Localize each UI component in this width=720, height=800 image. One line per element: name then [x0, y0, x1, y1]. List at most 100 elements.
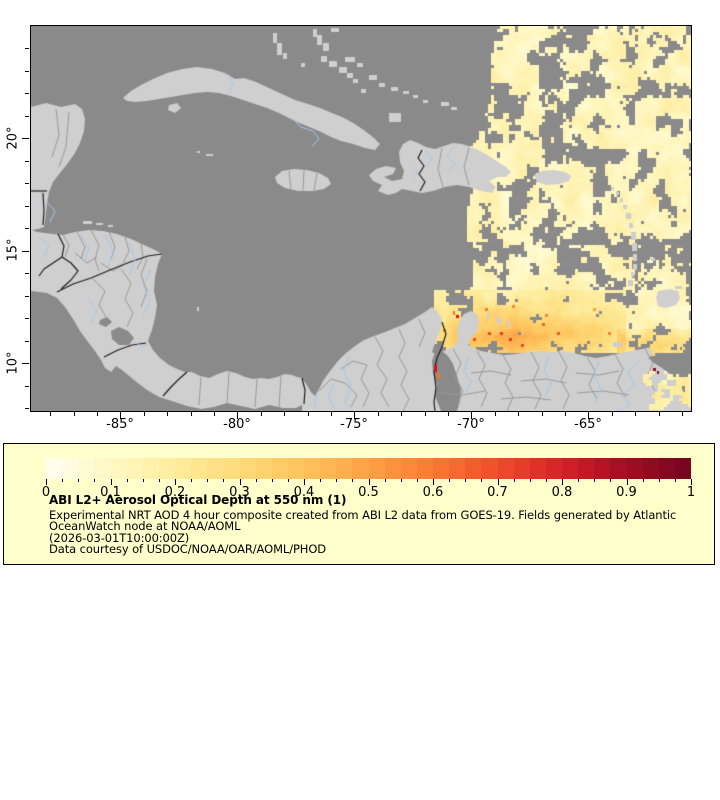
colorbar: [46, 458, 691, 479]
axis-tick: [331, 411, 332, 416]
colorbar-tick: [110, 479, 112, 485]
colorbar-cell: [400, 458, 417, 479]
axis-tick: [378, 411, 379, 416]
colorbar-tick: [529, 479, 531, 482]
x-axis-label: -85°: [106, 417, 134, 432]
colorbar-tick: [626, 479, 628, 485]
x-axis-label: -65°: [574, 417, 602, 432]
colorbar-tick-label: 0.3: [229, 485, 250, 500]
colorbar-tick: [578, 479, 580, 482]
colorbar-tick-label: 0.5: [358, 485, 379, 500]
colorbar-tick-label: 0.9: [616, 485, 637, 500]
colorbar-tick-label: 0.7: [487, 485, 508, 500]
axis-tick: [24, 228, 29, 229]
axis-tick: [448, 411, 449, 416]
colorbar-cell: [78, 458, 95, 479]
axis-tick: [24, 116, 29, 117]
colorbar-cell: [62, 458, 79, 479]
y-axis-label: 20°: [5, 126, 21, 150]
axis-tick: [21, 251, 29, 252]
colorbar-tick: [94, 479, 96, 482]
colorbar-tick-label: 1: [686, 485, 696, 500]
axis-tick: [24, 93, 29, 94]
colorbar-cell: [336, 458, 353, 479]
colorbar-ticks: [46, 479, 692, 486]
colorbar-cell: [658, 458, 675, 479]
colorbar-cell: [158, 458, 175, 479]
colorbar-cell: [142, 458, 159, 479]
axis-tick: [21, 138, 29, 139]
colorbar-tick: [191, 479, 193, 482]
colorbar-tick: [433, 479, 434, 485]
y-axis-label: 10°: [5, 351, 21, 375]
map-canvas: [31, 26, 691, 411]
axis-tick: [120, 411, 121, 419]
colorbar-cell: [175, 458, 192, 479]
colorbar-tick: [465, 479, 467, 482]
colorbar-tick: [207, 479, 209, 482]
x-axis-label: -70°: [457, 417, 485, 432]
legend-line: (2026-03-01T10:00:00Z): [49, 530, 190, 545]
colorbar-cell: [481, 458, 498, 479]
map-frame: [30, 25, 692, 412]
axis-tick: [237, 411, 238, 419]
colorbar-cell: [433, 458, 450, 479]
colorbar-tick: [497, 479, 499, 485]
axis-tick: [565, 411, 566, 416]
axis-tick: [97, 411, 98, 416]
colorbar-cell: [223, 458, 240, 479]
axis-tick: [425, 411, 426, 416]
colorbar-tick: [384, 479, 386, 482]
colorbar-cell: [287, 458, 304, 479]
legend-caption: ABI L2+ Aerosol Optical Depth at 550 nm …: [49, 494, 677, 556]
axis-tick: [24, 408, 29, 409]
colorbar-tick: [674, 479, 676, 482]
axis-tick: [24, 161, 29, 162]
colorbar-cell: [304, 458, 321, 479]
colorbar-cell: [642, 458, 659, 479]
colorbar-cell: [674, 458, 691, 479]
colorbar-tick: [562, 479, 563, 485]
colorbar-tick: [416, 479, 418, 482]
axis-tick: [284, 411, 285, 416]
axis-tick: [635, 411, 636, 416]
colorbar-cell: [271, 458, 288, 479]
colorbar-tick: [126, 479, 128, 482]
axis-tick: [24, 48, 29, 49]
axis-tick: [308, 411, 309, 416]
colorbar-tick: [400, 479, 402, 482]
colorbar-tick-label: 0.1: [100, 485, 121, 500]
axis-tick: [24, 273, 29, 274]
colorbar-tick: [78, 479, 80, 482]
colorbar-cell: [368, 458, 385, 479]
colorbar-tick: [239, 479, 241, 485]
legend-line: Experimental NRT AOD 4 hour composite cr…: [49, 507, 677, 522]
colorbar-tick: [481, 479, 483, 482]
colorbar-cell: [352, 458, 369, 479]
colorbar-tick: [142, 479, 144, 482]
colorbar-cell: [320, 458, 337, 479]
colorbar-tick: [658, 479, 660, 482]
axis-tick: [167, 411, 168, 416]
colorbar-tick: [46, 479, 47, 485]
colorbar-tick: [304, 479, 305, 485]
colorbar-tick: [255, 479, 257, 482]
colorbar-cell: [94, 458, 111, 479]
colorbar-tick: [62, 479, 64, 482]
colorbar-tick: [449, 479, 451, 482]
colorbar-tick-label: 0.2: [164, 485, 186, 500]
axis-tick: [518, 411, 519, 416]
axis-tick: [612, 411, 613, 416]
colorbar-tick: [642, 479, 644, 482]
colorbar-tick: [610, 479, 612, 482]
colorbar-tick-labels: 0 0.1 0.2 0.3 0.4 0.5 0.6 0.7 0.8 0.9 1: [42, 485, 695, 500]
axis-tick: [50, 411, 51, 416]
x-axis-label: -80°: [223, 417, 251, 432]
colorbar-cell: [126, 458, 143, 479]
axis-tick: [682, 411, 683, 416]
colorbar-cell: [384, 458, 401, 479]
colorbar-cell: [110, 458, 127, 479]
axis-tick: [24, 341, 29, 342]
colorbar-tick: [513, 479, 515, 482]
